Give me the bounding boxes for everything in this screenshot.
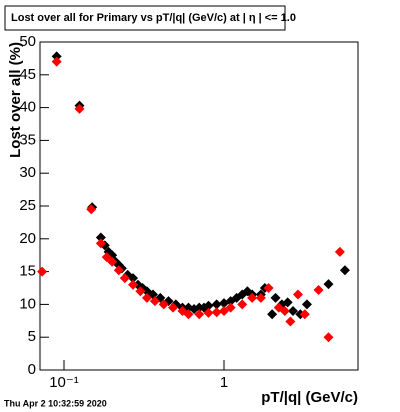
y-tick-label: 0 [28, 361, 36, 378]
chart-title: Lost over all for Primary vs pT/|q| (GeV… [11, 12, 296, 24]
data-point [107, 250, 118, 261]
data-point [270, 292, 281, 303]
data-point [211, 307, 222, 318]
data-point [101, 252, 112, 263]
title-box [4, 5, 286, 31]
data-point [301, 299, 312, 310]
data-point [247, 292, 258, 303]
data-point [135, 286, 146, 297]
x-tick-label: 10⁻¹ [49, 374, 79, 391]
y-tick-label: 5 [28, 328, 36, 345]
y-tick-label: 45 [19, 66, 36, 83]
data-point [225, 302, 236, 313]
data-point [334, 246, 345, 257]
data-point [128, 279, 139, 290]
data-point [74, 103, 85, 114]
data-point [292, 289, 303, 300]
data-point [323, 332, 334, 343]
data-point [282, 297, 293, 308]
data-point [194, 309, 205, 320]
y-tick-label: 35 [19, 131, 36, 148]
y-tick-label: 20 [19, 230, 36, 247]
data-point [51, 56, 62, 67]
y-tick-label: 15 [19, 263, 36, 280]
y-tick-label: 30 [19, 164, 36, 181]
data-point [267, 309, 278, 320]
data-point [323, 279, 334, 290]
data-point [167, 302, 178, 313]
y-tick-label: 25 [19, 197, 36, 214]
data-point [211, 299, 222, 310]
data-point [95, 238, 106, 249]
data-point [299, 309, 310, 320]
data-point [51, 51, 62, 62]
data-point [113, 265, 124, 276]
x-tick-label: 1 [220, 374, 228, 391]
y-tick-label: 10 [19, 295, 36, 312]
y-tick-label: 40 [19, 99, 36, 116]
data-point [339, 265, 350, 276]
data-point [141, 292, 152, 303]
data-point [183, 309, 194, 320]
data-point [203, 307, 214, 318]
data-point [86, 204, 97, 215]
data-point [285, 316, 296, 327]
data-point [263, 283, 274, 293]
data-point [203, 300, 214, 311]
y-tick-label: 50 [19, 33, 36, 50]
timestamp: Thu Apr 2 10:32:59 2020 [4, 398, 107, 408]
y-axis-label: Lost over all (%) [7, 42, 24, 158]
data-point [103, 246, 114, 257]
data-point [107, 256, 118, 267]
data-point [158, 299, 169, 310]
plot-frame [39, 41, 359, 371]
data-point [279, 305, 290, 316]
data-point [313, 284, 324, 295]
data-point [149, 296, 160, 307]
data-point [95, 232, 106, 243]
data-point [255, 292, 266, 303]
x-axis-label: pT/|q| (GeV/c) [261, 389, 358, 406]
data-point [119, 273, 130, 284]
data-point [37, 266, 48, 277]
data-point [288, 305, 299, 316]
data-point [128, 273, 139, 284]
data-point [237, 299, 248, 310]
